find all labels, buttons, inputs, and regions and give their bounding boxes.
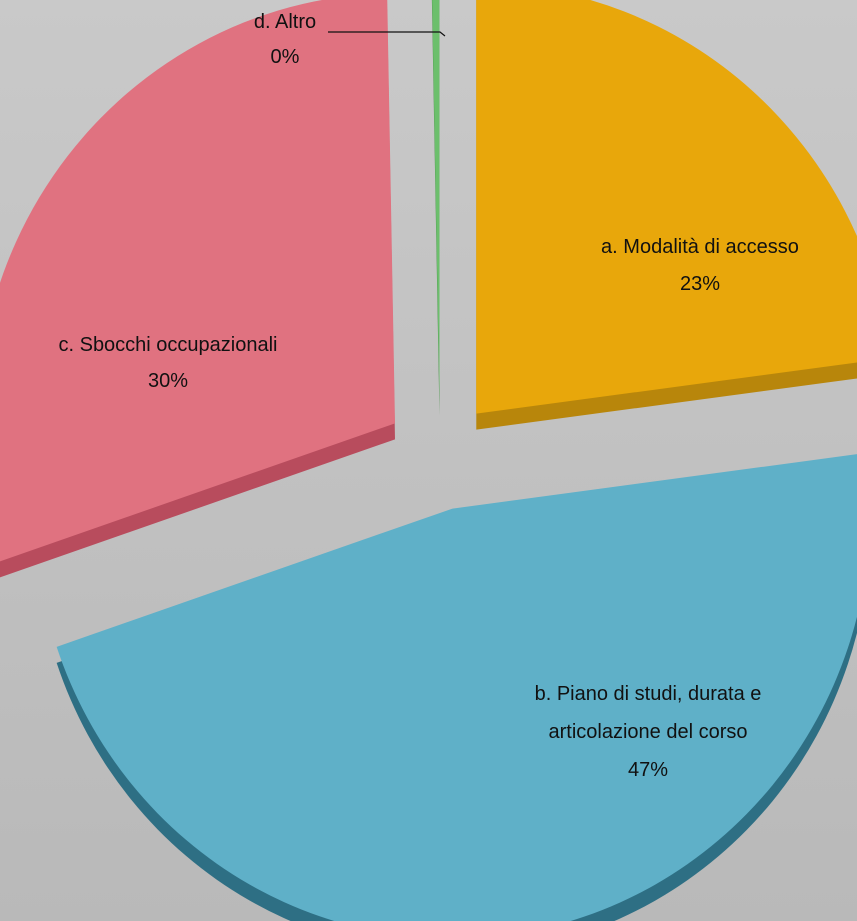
- slice-c-value: 30%: [148, 370, 188, 392]
- slice-a: [476, 0, 857, 414]
- slice-c-label: c. Sbocchi occupazionali: [58, 334, 277, 356]
- slice-b: [56, 454, 857, 921]
- slice-label-b: b. Piano di studi, durata e articolazion…: [535, 683, 762, 781]
- slice-b-value: 47%: [628, 759, 668, 781]
- slice-b-label-line2: articolazione del corso: [549, 721, 748, 743]
- slice-a-label: a. Modalità di accesso: [601, 236, 799, 258]
- slice-d-label: d. Altro: [254, 11, 316, 33]
- slice-d-value: 0%: [271, 46, 300, 68]
- slice-label-a: a. Modalità di accesso 23%: [601, 236, 799, 295]
- slice-d-leader-line: [328, 31, 446, 37]
- slice-c: [0, 0, 395, 562]
- slice-b-label-line1: b. Piano di studi, durata e: [535, 683, 762, 705]
- slice-label-c: c. Sbocchi occupazionali 30%: [58, 334, 277, 392]
- slice-label-d: d. Altro 0%: [254, 11, 446, 68]
- slice-d: [432, 0, 440, 401]
- slice-a-value: 23%: [680, 273, 720, 295]
